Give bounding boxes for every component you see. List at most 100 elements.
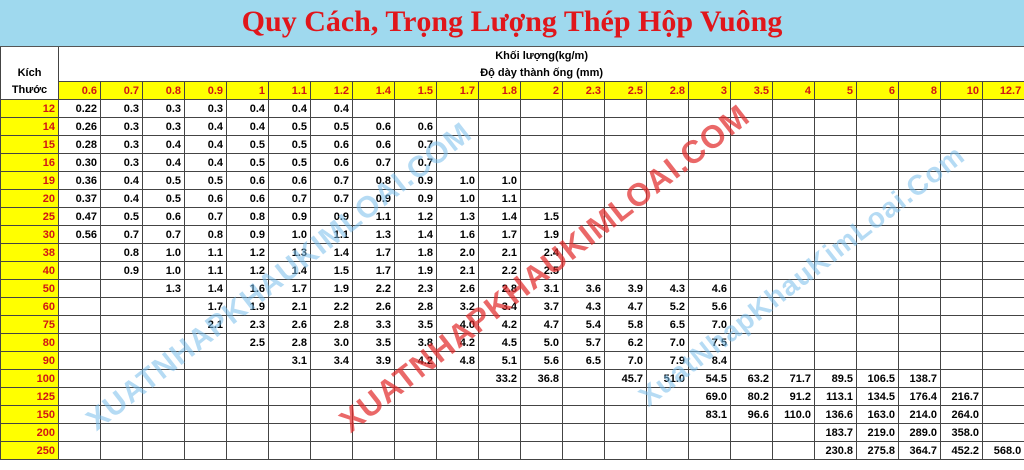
value-cell: 0.5 xyxy=(226,135,269,154)
value-cell: 2.1 xyxy=(268,297,311,316)
value-cell xyxy=(981,423,1024,442)
column-header: 1.4 xyxy=(352,81,395,100)
value-cell xyxy=(268,369,311,388)
value-cell xyxy=(478,135,521,154)
header-row: Khối lượng(kg/m) xyxy=(0,47,1024,64)
value-cell: 0.4 xyxy=(142,153,185,172)
value-cell: 3.7 xyxy=(520,297,563,316)
value-cell: 1.9 xyxy=(226,297,269,316)
column-header: 1.2 xyxy=(310,81,353,100)
value-cell xyxy=(898,99,941,118)
value-cell xyxy=(478,99,521,118)
value-cell xyxy=(646,171,689,190)
value-cell xyxy=(898,153,941,172)
value-cell: 134.5 xyxy=(856,387,899,406)
value-cell xyxy=(562,189,605,208)
column-header: 1.8 xyxy=(478,81,521,100)
value-cell: 1.7 xyxy=(478,225,521,244)
value-cell: 1.0 xyxy=(142,243,185,262)
value-cell xyxy=(184,369,227,388)
value-cell xyxy=(940,153,983,172)
value-cell xyxy=(646,441,689,460)
data-row: 12 0.22 0.3 0.3 0.3 0.4 0.4 0.4 xyxy=(0,99,1024,118)
value-cell xyxy=(814,351,857,370)
value-cell xyxy=(646,135,689,154)
value-cell xyxy=(310,405,353,424)
column-header: 4 xyxy=(772,81,815,100)
value-cell: 2.2 xyxy=(478,261,521,280)
value-cell xyxy=(814,135,857,154)
size-cell: 125 xyxy=(0,387,59,406)
value-cell: 264.0 xyxy=(940,405,983,424)
value-cell xyxy=(604,171,647,190)
value-cell xyxy=(981,189,1024,208)
value-cell xyxy=(856,315,899,334)
value-cell xyxy=(981,333,1024,352)
value-cell: 91.2 xyxy=(772,387,815,406)
size-cell: 38 xyxy=(0,243,59,262)
value-cell xyxy=(772,351,815,370)
value-cell xyxy=(520,405,563,424)
value-cell xyxy=(478,441,521,460)
value-cell: 0.5 xyxy=(268,153,311,172)
value-cell: 0.9 xyxy=(268,207,311,226)
value-cell: 2.1 xyxy=(478,243,521,262)
value-cell: 3.8 xyxy=(394,333,437,352)
value-cell xyxy=(142,351,185,370)
value-cell xyxy=(814,117,857,136)
size-cell: 80 xyxy=(0,333,59,352)
value-cell xyxy=(58,441,101,460)
value-cell xyxy=(981,279,1024,298)
value-cell: 2.8 xyxy=(478,279,521,298)
value-cell: 0.3 xyxy=(184,99,227,118)
value-cell: 1.2 xyxy=(226,261,269,280)
data-row: 80 2.5 2.8 3.0 3.5 3.8 4.2 4.5 5.0 5.7 6.2 7.0 7.5 xyxy=(0,333,1024,352)
value-cell xyxy=(184,351,227,370)
value-cell: 6.5 xyxy=(562,351,605,370)
header-row: Thước 0.6 0.7 0.8 0.9 1 1.1 1.2 1.4 1.5 1.7 1.8 2 2.3… xyxy=(0,81,1024,100)
value-cell xyxy=(898,333,941,352)
value-cell: 36.8 xyxy=(520,369,563,388)
value-cell xyxy=(772,333,815,352)
value-cell: 5.6 xyxy=(520,351,563,370)
value-cell: 4.3 xyxy=(562,297,605,316)
value-cell: 106.5 xyxy=(856,369,899,388)
value-cell xyxy=(856,261,899,280)
value-cell xyxy=(688,153,731,172)
value-cell: 0.9 xyxy=(226,225,269,244)
value-cell xyxy=(688,117,731,136)
value-cell: 1.1 xyxy=(310,225,353,244)
value-cell: 0.3 xyxy=(142,99,185,118)
value-cell xyxy=(352,99,395,118)
value-cell xyxy=(730,351,773,370)
value-cell xyxy=(814,297,857,316)
size-cell: 60 xyxy=(0,297,59,316)
size-cell: 50 xyxy=(0,279,59,298)
column-header: 2.5 xyxy=(604,81,647,100)
value-cell xyxy=(814,207,857,226)
value-cell: 83.1 xyxy=(688,405,731,424)
value-cell xyxy=(436,441,479,460)
value-cell: 0.6 xyxy=(394,117,437,136)
value-cell xyxy=(58,261,101,280)
column-header: 1.7 xyxy=(436,81,479,100)
value-cell xyxy=(100,351,143,370)
value-cell xyxy=(604,207,647,226)
value-cell: 0.3 xyxy=(100,135,143,154)
value-cell xyxy=(58,387,101,406)
data-row: 40 0.9 1.0 1.1 1.2 1.4 1.5 1.7 1.9 2.1 2.2 2.5 xyxy=(0,261,1024,280)
value-cell: 0.4 xyxy=(100,189,143,208)
value-cell xyxy=(856,279,899,298)
value-cell: 3.6 xyxy=(562,279,605,298)
value-cell xyxy=(394,387,437,406)
value-cell: 63.2 xyxy=(730,369,773,388)
data-row: 38 0.8 1.0 1.1 1.2 1.3 1.4 1.7 1.8 2.0 2.1 2.4 xyxy=(0,243,1024,262)
data-row: 30 0.56 0.7 0.7 0.8 0.9 1.0 1.1 1.3 1.4 1.6 1.7 1.9 xyxy=(0,225,1024,244)
value-cell xyxy=(394,99,437,118)
title: Quy Cách, Trọng Lượng Thép Hộp Vuông xyxy=(0,0,1024,47)
value-cell xyxy=(772,243,815,262)
size-cell: 25 xyxy=(0,207,59,226)
value-cell: 3.9 xyxy=(352,351,395,370)
value-cell xyxy=(898,315,941,334)
column-header: 12.7 xyxy=(981,81,1024,100)
